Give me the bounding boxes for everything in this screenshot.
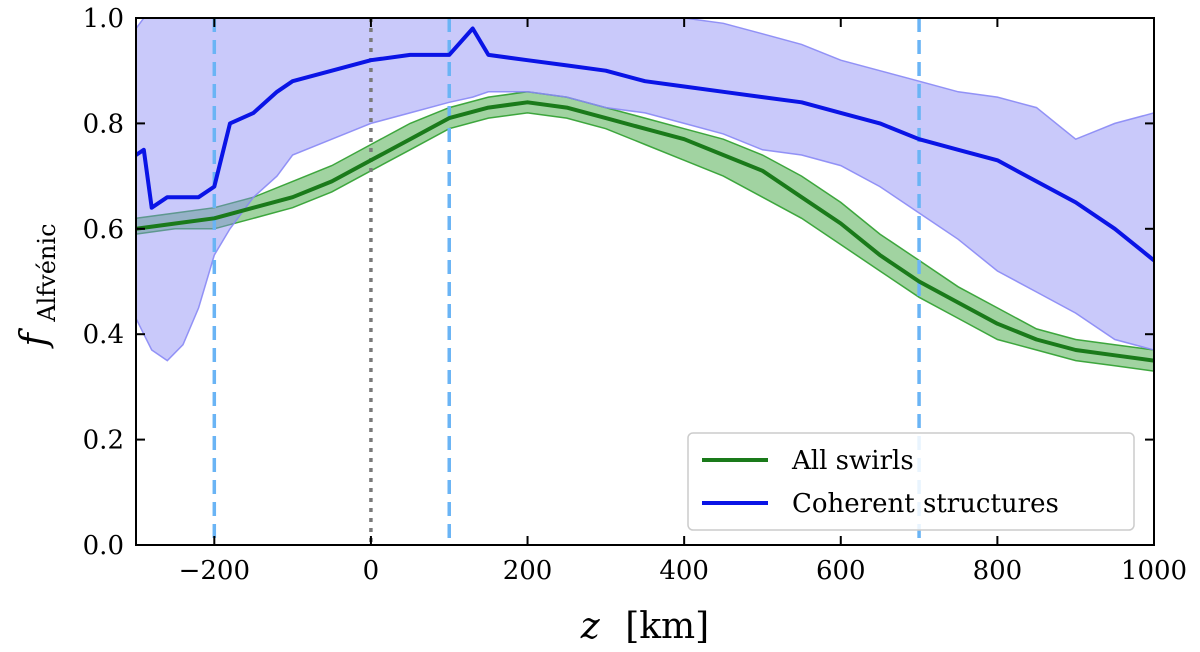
y-axis-variable: f (14, 328, 55, 350)
y-axis-ticks: 0.0 0.2 0.4 0.6 0.8 1.0 (83, 4, 1154, 561)
x-tick-label: 200 (503, 556, 553, 586)
y-tick-label: 0.4 (83, 320, 124, 350)
legend: All swirls Coherent structures (687, 432, 1135, 531)
legend-box (687, 432, 1135, 531)
plot-frame (135, 17, 1155, 546)
y-tick-label: 0.2 (83, 426, 124, 456)
confidence-bands (136, 18, 1154, 372)
reference-lines (212, 18, 921, 545)
x-axis-variable: z (580, 606, 601, 647)
x-axis-ticks: −200 0 200 400 600 800 1000 (179, 18, 1187, 586)
x-tick-label: 800 (973, 556, 1023, 586)
legend-label-coherent-structures: Coherent structures (792, 489, 1059, 519)
y-tick-label: 1.0 (83, 4, 124, 34)
y-tick-label: 0.6 (83, 215, 124, 245)
x-axis-label: z [km] (580, 606, 709, 647)
x-tick-label: 1000 (1121, 556, 1187, 586)
x-tick-label: −200 (179, 556, 250, 586)
y-axis-label: f Alfvénic (14, 223, 61, 349)
line-coherent-structures (136, 26, 1154, 262)
x-tick-label: 400 (659, 556, 709, 586)
x-tick-label: 0 (363, 556, 380, 586)
series-lines (136, 26, 1154, 363)
y-axis-subscript: Alfvénic (33, 223, 61, 322)
y-tick-label: 0.8 (83, 109, 124, 139)
band-coherent-structures (136, 18, 1154, 362)
line-all-swirls (136, 100, 1154, 363)
y-tick-label: 0.0 (83, 531, 124, 561)
x-axis-unit: [km] (625, 606, 709, 647)
legend-label-all-swirls: All swirls (791, 446, 914, 476)
x-tick-label: 600 (816, 556, 866, 586)
